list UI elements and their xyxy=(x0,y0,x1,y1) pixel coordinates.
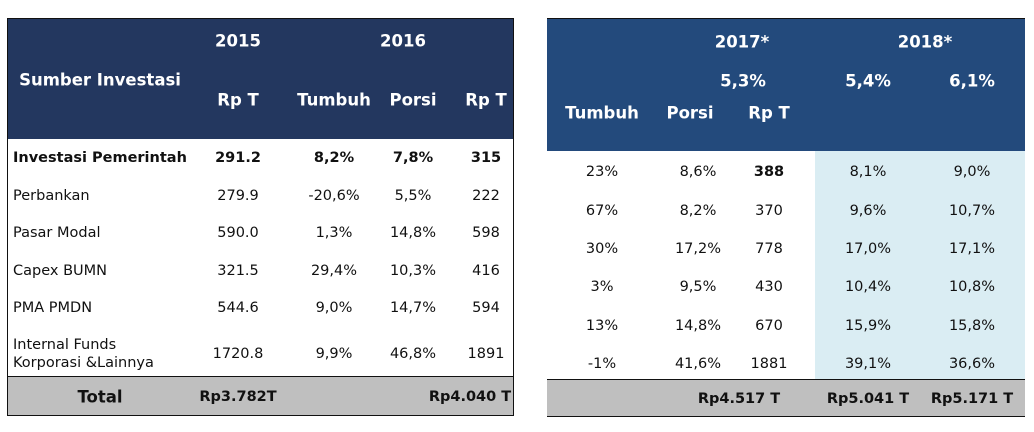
row-porsi: 46,8% xyxy=(389,346,437,362)
header-2015: 2015 xyxy=(215,31,261,51)
total-2018-a: Rp5.041 T xyxy=(826,391,910,407)
projection-highlight xyxy=(815,151,1025,379)
header-rp: Rp T xyxy=(748,103,790,123)
row-porsi: 5,5% xyxy=(394,188,432,204)
row-2018-a: 17,0% xyxy=(844,241,892,257)
row-rp-2017: 370 xyxy=(755,203,783,219)
total-2015: Rp3.782T xyxy=(199,389,277,405)
row-label: Investasi Pemerintah xyxy=(13,150,187,166)
row-rp-2017: 778 xyxy=(755,241,783,257)
row-2018-a: 9,6% xyxy=(849,203,887,219)
row-porsi: 17,2% xyxy=(674,241,722,257)
header-rp-2016: Rp T xyxy=(465,90,507,110)
row-porsi: 8,6% xyxy=(679,164,717,180)
row-2018-a: 15,9% xyxy=(844,318,892,334)
row-rp-2016: 598 xyxy=(472,225,500,241)
row-tumbuh: 8,2% xyxy=(313,150,355,166)
growth-2017: 5,3% xyxy=(720,71,766,91)
header-2016: 2016 xyxy=(380,31,426,51)
row-rp-2017: 670 xyxy=(755,318,783,334)
row-rp-2015: 590.0 xyxy=(217,225,259,241)
row-tumbuh: 13% xyxy=(585,318,619,334)
row-label: Internal Funds xyxy=(13,337,117,353)
row-tumbuh: 3% xyxy=(590,279,614,295)
row-2018-b: 10,7% xyxy=(948,203,996,219)
row-2018-a: 39,1% xyxy=(844,356,892,372)
row-tumbuh: 29,4% xyxy=(310,263,358,279)
row-2018-b: 15,8% xyxy=(948,318,996,334)
total-row: Rp4.517 T Rp5.041 T Rp5.171 T xyxy=(547,379,1025,417)
header-tumbuh: Tumbuh xyxy=(565,103,639,123)
row-2018-a: 10,4% xyxy=(844,279,892,295)
row-porsi: 7,8% xyxy=(392,150,434,166)
investment-table-2017-2018: 2017* 2018* 5,3% 5,4% 6,1% Tumbuh Porsi … xyxy=(547,18,1025,417)
total-2016: Rp4.040 T xyxy=(428,389,512,405)
header-tumbuh: Tumbuh xyxy=(297,90,371,110)
row-porsi: 8,2% xyxy=(679,203,717,219)
row-2018-b: 17,1% xyxy=(948,241,996,257)
row-label: Capex BUMN xyxy=(13,263,107,279)
row-rp-2015: 1720.8 xyxy=(212,346,264,362)
row-porsi: 10,3% xyxy=(389,263,437,279)
row-2018-a: 8,1% xyxy=(849,164,887,180)
row-tumbuh: 9,9% xyxy=(315,346,353,362)
row-tumbuh: 30% xyxy=(585,241,619,257)
table-header: Sumber Investasi 2015 2016 Rp T Tumbuh P… xyxy=(8,19,513,139)
header-porsi: Porsi xyxy=(666,103,714,123)
row-rp-2015: 291.2 xyxy=(215,150,261,166)
row-porsi: 14,8% xyxy=(674,318,722,334)
investment-table-2015-2016: Sumber Investasi 2015 2016 Rp T Tumbuh P… xyxy=(7,18,514,416)
row-label: PMA PMDN xyxy=(13,300,93,316)
row-rp-2016: 1891 xyxy=(467,346,505,362)
header-rp-2015: Rp T xyxy=(217,90,259,110)
row-rp-2015: 321.5 xyxy=(217,263,259,279)
header-porsi: Porsi xyxy=(389,90,437,110)
row-rp-2016: 416 xyxy=(472,263,500,279)
row-tumbuh: 67% xyxy=(585,203,619,219)
header-source: Sumber Investasi xyxy=(19,70,181,90)
row-label: Perbankan xyxy=(13,188,90,204)
total-label: Total xyxy=(77,387,123,407)
row-porsi: 41,6% xyxy=(674,356,722,372)
row-porsi: 14,8% xyxy=(389,225,437,241)
row-porsi: 14,7% xyxy=(389,300,437,316)
total-2018-b: Rp5.171 T xyxy=(930,391,1014,407)
row-tumbuh: 9,0% xyxy=(315,300,353,316)
row-2018-b: 36,6% xyxy=(948,356,996,372)
row-rp-2017: 388 xyxy=(753,164,785,180)
table-header: 2017* 2018* 5,3% 5,4% 6,1% Tumbuh Porsi … xyxy=(547,19,1025,151)
row-tumbuh: -20,6% xyxy=(308,188,360,204)
header-2017: 2017* xyxy=(714,32,770,52)
row-tumbuh: -1% xyxy=(587,356,617,372)
row-rp-2017: 1881 xyxy=(750,356,788,372)
row-label: Pasar Modal xyxy=(13,225,101,241)
row-porsi: 9,5% xyxy=(679,279,717,295)
growth-2018-b: 6,1% xyxy=(949,71,995,91)
row-rp-2016: 594 xyxy=(472,300,500,316)
row-rp-2015: 279.9 xyxy=(217,188,259,204)
row-rp-2017: 430 xyxy=(755,279,783,295)
row-tumbuh: 1,3% xyxy=(315,225,353,241)
row-2018-b: 10,8% xyxy=(948,279,996,295)
row-tumbuh: 23% xyxy=(585,164,619,180)
row-rp-2016: 315 xyxy=(470,150,502,166)
row-2018-b: 9,0% xyxy=(953,164,991,180)
growth-2018-a: 5,4% xyxy=(845,71,891,91)
total-2017: Rp4.517 T xyxy=(697,391,781,407)
row-label-line2: Korporasi &Lainnya xyxy=(13,355,154,371)
total-row: Total Rp3.782T Rp4.040 T xyxy=(8,376,513,415)
header-2018: 2018* xyxy=(897,32,953,52)
row-rp-2015: 544.6 xyxy=(217,300,259,316)
row-rp-2016: 222 xyxy=(472,188,500,204)
